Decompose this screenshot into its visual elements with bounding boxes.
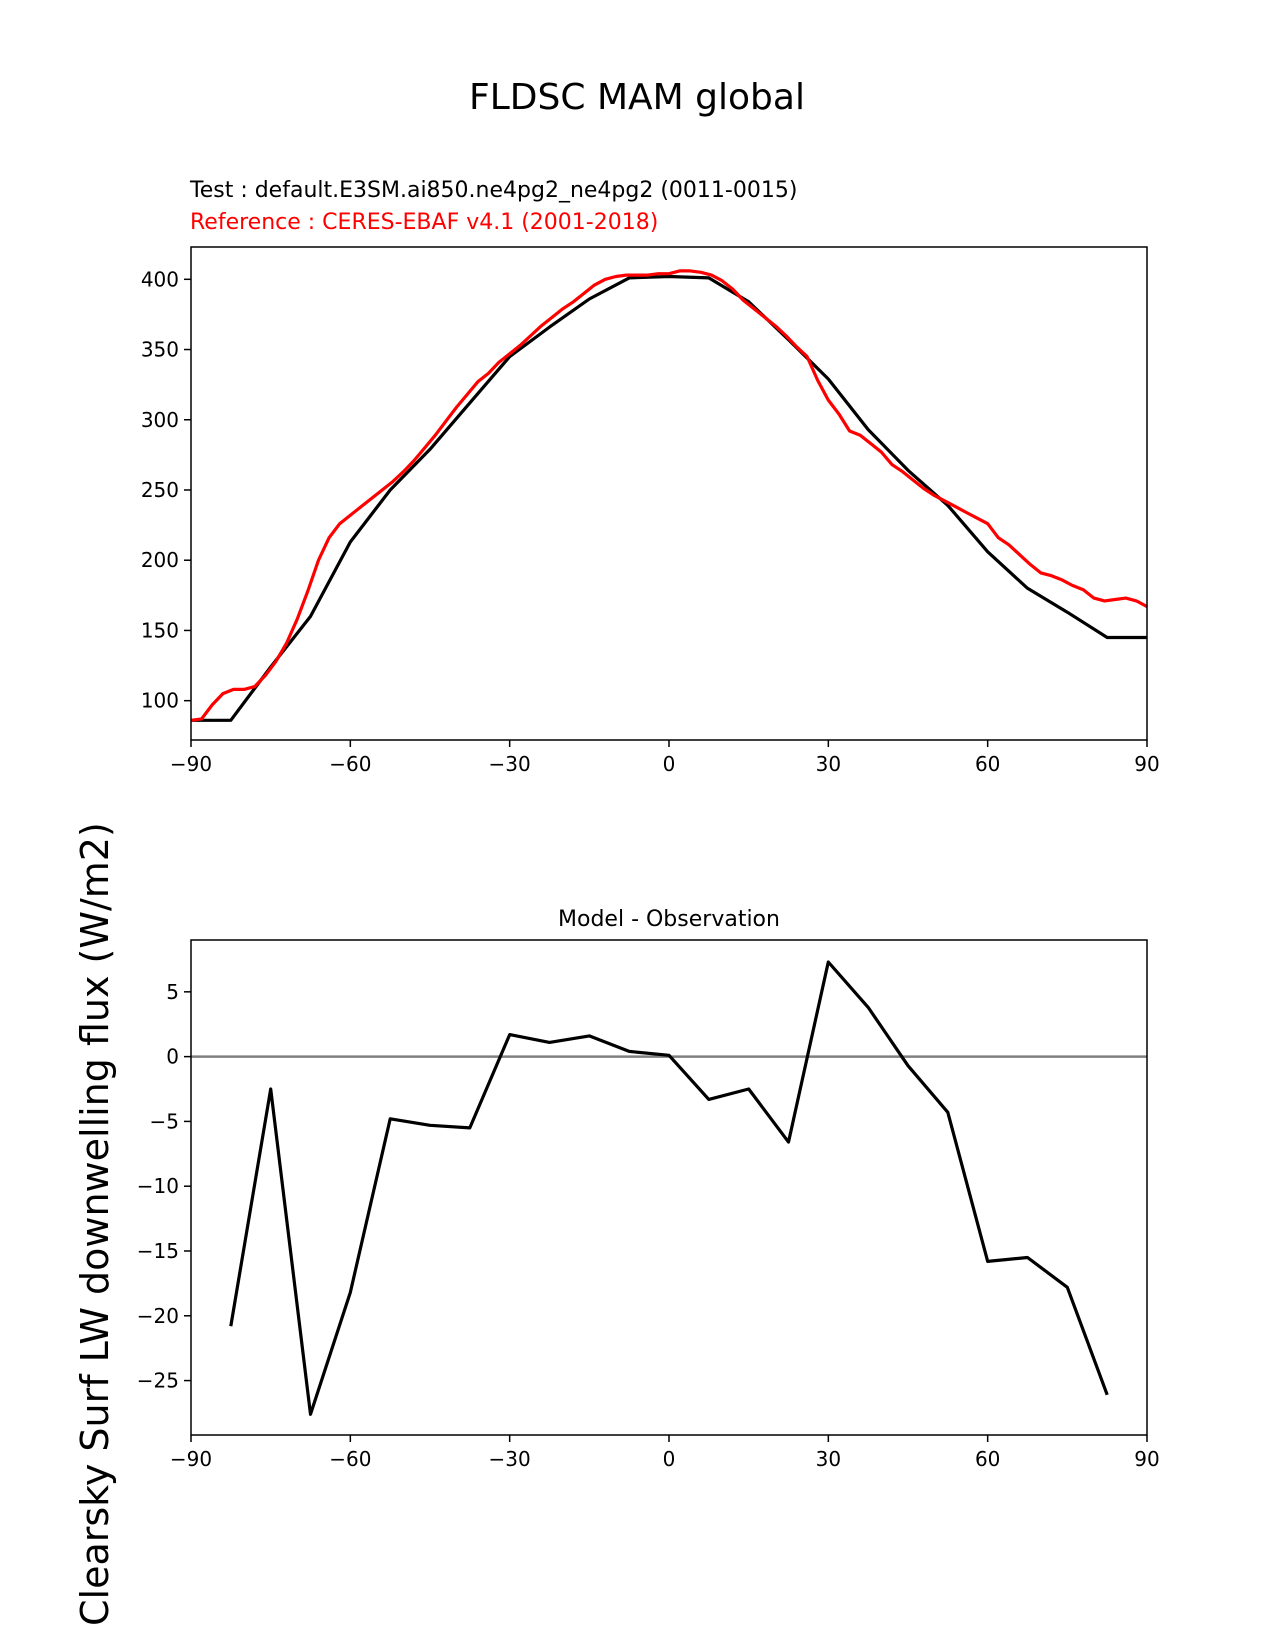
x-tick-label: 30 [816, 1447, 841, 1471]
top-axes-frame [190, 246, 1148, 741]
y-tick-label: 5 [166, 980, 179, 1004]
bottom-axis-ticks: −90 −60 −30 0 30 60 90 5 0 −5 −10 −15 −20 −25 [137, 980, 1160, 1471]
x-tick-label: 60 [975, 752, 1000, 776]
y-tick-label: 350 [141, 338, 179, 362]
test-subtitle: Test : default.E3SM.ai850.ne4pg2_ne4pg2 … [189, 178, 797, 203]
y-tick-label: 200 [141, 548, 179, 572]
x-tick-label: 90 [1134, 1447, 1159, 1471]
bottom-series-lines [229, 960, 1109, 1416]
x-tick-label: 60 [975, 1447, 1000, 1471]
x-tick-label: −60 [329, 1447, 371, 1471]
x-tick-label: 30 [816, 752, 841, 776]
y-tick-label: 0 [166, 1045, 179, 1069]
reference-subtitle: Reference : CERES-EBAF v4.1 (2001-2018) [190, 210, 658, 235]
y-tick-label: −5 [150, 1109, 179, 1133]
top-axis-ticks: −90 −60 −30 0 30 60 90 100 150 200 250 300 350 400 [141, 267, 1160, 776]
top-series-lines [190, 269, 1148, 722]
y-tick-label: −20 [137, 1304, 179, 1328]
top-panel: Test : default.E3SM.ai850.ne4pg2_ne4pg2 … [141, 178, 1160, 776]
x-tick-label: 0 [663, 752, 676, 776]
x-tick-label: −90 [170, 752, 212, 776]
y-tick-label: 100 [141, 689, 179, 713]
x-tick-label: −30 [489, 752, 531, 776]
series-line-test [191, 274, 1147, 722]
bottom-axes-frame [190, 939, 1148, 1436]
y-tick-label: −10 [137, 1174, 179, 1198]
x-tick-label: 0 [663, 1447, 676, 1471]
series-line-reference [190, 269, 1148, 722]
series-line-model-observation [229, 960, 1109, 1416]
y-tick-label: 250 [141, 478, 179, 502]
y-tick-label: 400 [141, 267, 179, 291]
x-tick-label: 90 [1134, 752, 1159, 776]
x-tick-label: −30 [489, 1447, 531, 1471]
y-axis-label: Clearsky Surf LW downwelling flux (W/m2) [73, 822, 117, 1626]
bottom-panel: Model - Observation −90 −60 −30 0 30 60 90 5 0 −5… [137, 907, 1160, 1471]
figure-title: FLDSC MAM global [469, 77, 805, 118]
y-tick-label: −25 [137, 1369, 179, 1393]
x-tick-label: −60 [329, 752, 371, 776]
y-tick-label: −15 [137, 1239, 179, 1263]
y-tick-label: 300 [141, 408, 179, 432]
difference-title: Model - Observation [558, 907, 780, 932]
y-tick-label: 150 [141, 618, 179, 642]
x-tick-label: −90 [170, 1447, 212, 1471]
